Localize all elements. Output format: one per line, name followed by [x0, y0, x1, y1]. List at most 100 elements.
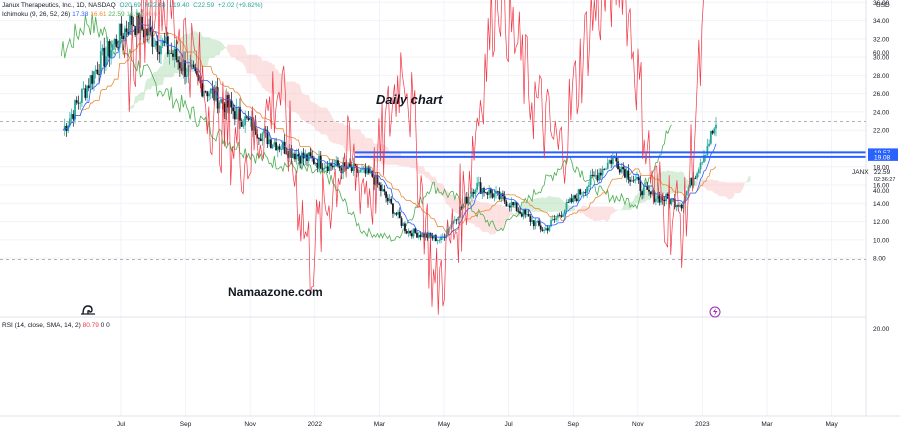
symbol-title[interactable]: Janux Therapeutics, Inc., 1D, NASDAQ	[2, 2, 116, 9]
cloud-segment-307	[633, 195, 636, 209]
candle-body-343	[651, 190, 654, 195]
candle-body-218	[436, 240, 439, 242]
cloud-segment-223	[489, 203, 491, 236]
candle-body-181	[373, 176, 375, 185]
candle-body-71	[184, 60, 186, 77]
cloud-segment-106	[288, 81, 290, 110]
candle-body-67	[177, 60, 180, 63]
ichimoku-leadB-value: 16.61	[144, 11, 161, 18]
cloud-segment-287	[599, 206, 601, 221]
candle-body-364	[687, 187, 690, 192]
candle-body-248	[488, 189, 491, 195]
cloud-segment-175	[406, 157, 409, 167]
time-label-2: Nov	[244, 421, 256, 428]
candle-body-145	[311, 156, 314, 158]
candle-body-374	[704, 154, 707, 156]
candle-body-164	[343, 162, 346, 167]
candle-body-194	[395, 212, 398, 215]
rsi-legend[interactable]: RSI (14, close, SMA, 14, 2) 80.79 0 0	[2, 322, 110, 329]
candle-body-265	[517, 211, 520, 213]
candle-body-115	[259, 138, 262, 142]
candle-body-193	[393, 212, 396, 214]
candle-body-200	[405, 231, 408, 234]
price-axis[interactable]: 38.0036.0034.0032.0030.0028.0026.0024.00…	[852, 0, 898, 263]
cloud-segment-344	[697, 180, 699, 186]
candle-body-116	[261, 133, 264, 142]
cloud-segment-33	[162, 54, 165, 85]
candle-body-286	[553, 219, 556, 220]
cloud-segment-135	[337, 122, 340, 145]
cloud-segment-282	[590, 206, 593, 220]
cloud-segment-98	[274, 64, 277, 95]
candle-body-233	[462, 203, 465, 208]
candle-body-123	[273, 142, 276, 145]
candle-body-84	[206, 91, 209, 97]
cloud-segment-153	[368, 138, 371, 160]
candle-body-365	[689, 177, 692, 188]
cloud-segment-248	[532, 199, 534, 212]
candle-body-100	[233, 111, 236, 120]
candle-body-170	[354, 164, 357, 166]
cloud-segment-373	[746, 176, 749, 183]
rsi-pane[interactable]	[0, 0, 866, 315]
candle-body-201	[407, 230, 410, 234]
cloud-segment-330	[673, 171, 675, 194]
ichimoku-legend[interactable]: Ichimoku (9, 26, 52, 26) 17.38 16.61 22.…	[2, 11, 161, 18]
cloud-segment-231	[502, 205, 505, 229]
cloud-segment-5	[114, 122, 117, 125]
price-tick-4: 30.00	[873, 55, 890, 62]
price-tick-8: 22.00	[873, 128, 890, 135]
last-price-label: 22.59	[874, 169, 891, 176]
cloud-segment-279	[585, 205, 588, 217]
cloud-segment-246	[528, 199, 531, 212]
cloud-segment-151	[365, 137, 368, 159]
candle-body-235	[465, 196, 468, 204]
candle-body-148	[316, 162, 319, 168]
candle-body-132	[288, 148, 291, 158]
cloud-segment-371	[743, 182, 746, 188]
cloud-segment-139	[344, 125, 347, 152]
candle-body-225	[448, 228, 451, 230]
candle-body-88	[213, 89, 216, 101]
price-tick-6: 26.00	[873, 91, 890, 98]
cloud-segment-129	[327, 108, 330, 141]
cloud-segment-360	[724, 181, 727, 197]
lightning-icon[interactable]	[709, 306, 721, 318]
time-axis[interactable]: Jul Sep Nov 2022 Mar May Jul Sep Nov 2023 Mar May	[117, 421, 839, 428]
candle-body-9	[77, 102, 80, 104]
candle-body-231	[459, 207, 461, 218]
cloud-segment-87	[255, 54, 258, 80]
cloud-segment-85	[252, 54, 254, 75]
candle-body-124	[275, 142, 277, 151]
candle-body-160	[337, 160, 339, 167]
candle-body-284	[550, 220, 552, 227]
cloud-segment-36	[167, 52, 170, 78]
candle-body-313	[599, 172, 602, 176]
candle-body-70	[182, 60, 185, 71]
cloud-segment-355	[716, 180, 718, 195]
candle-body-151	[321, 168, 324, 170]
cloud-segment-29	[155, 70, 158, 87]
candle-body-361	[682, 202, 685, 209]
cloud-segment-69	[224, 46, 227, 49]
cloud-segment-370	[741, 182, 744, 191]
cloud-segment-168	[394, 151, 397, 165]
horizontal-levels[interactable]	[355, 151, 866, 158]
cloud-segment-24	[147, 78, 149, 90]
cloud-segment-326	[666, 169, 668, 194]
cloud-segment-324	[662, 170, 665, 194]
cloud-segment-218	[480, 202, 483, 232]
candle-body-370	[697, 169, 700, 174]
candle-body-177	[366, 167, 369, 174]
candle-body-271	[527, 214, 530, 217]
candle-body-239	[472, 191, 475, 194]
ichimoku-cloud	[107, 30, 751, 236]
candle-body-38	[127, 32, 130, 35]
cloud-segment-186	[425, 171, 428, 178]
candle-body-318	[608, 160, 611, 163]
candle-body-380	[715, 124, 717, 129]
candle-body-290	[560, 215, 563, 217]
candle-body-309	[593, 175, 595, 177]
